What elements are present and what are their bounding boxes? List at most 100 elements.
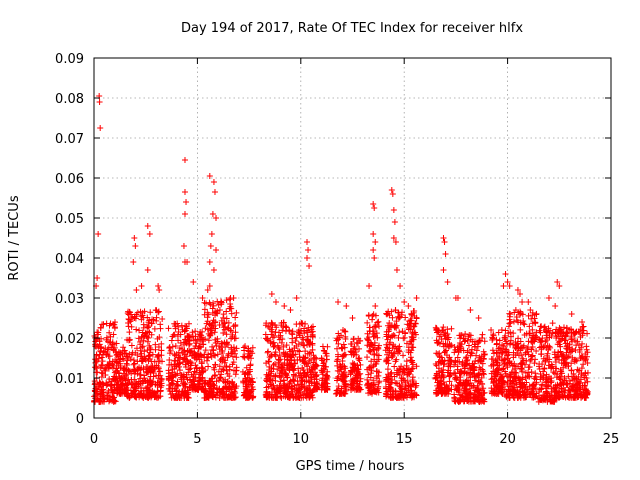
data-point (122, 377, 129, 384)
data-point (178, 392, 185, 399)
data-point (291, 382, 298, 389)
data-point (226, 373, 233, 380)
data-point (91, 364, 98, 371)
data-point (127, 368, 134, 375)
data-point (168, 361, 175, 368)
y-tick-label: 0.02 (55, 332, 84, 347)
data-point (299, 390, 306, 397)
data-point (268, 381, 275, 388)
data-point (264, 378, 271, 385)
data-point (292, 393, 299, 400)
data-point (174, 361, 181, 368)
data-point (313, 376, 320, 383)
data-point (266, 354, 273, 361)
data-point (289, 363, 296, 370)
data-point (293, 321, 300, 328)
data-point (240, 378, 247, 385)
data-point (303, 385, 310, 392)
data-point (166, 385, 173, 392)
data-point (114, 359, 121, 366)
data-point (136, 327, 143, 334)
data-point (274, 342, 281, 349)
data-point (207, 325, 214, 332)
data-point (169, 371, 176, 378)
data-point (140, 324, 147, 331)
data-point (305, 377, 312, 384)
data-point (141, 353, 148, 360)
data-point (105, 389, 112, 396)
data-point (97, 344, 104, 351)
data-point (312, 373, 319, 380)
data-point (274, 366, 281, 373)
data-point (95, 391, 102, 398)
data-point (225, 325, 232, 332)
data-point (182, 391, 189, 398)
data-point (223, 331, 230, 338)
data-point (157, 388, 164, 395)
data-point (129, 314, 136, 321)
data-point (117, 356, 124, 363)
data-point (290, 351, 297, 358)
data-point (292, 338, 299, 345)
data-point (248, 388, 255, 395)
data-point (201, 311, 208, 318)
data-point (169, 385, 176, 392)
data-point (155, 364, 162, 371)
data-point (124, 310, 131, 317)
data-point (193, 340, 200, 347)
data-point (230, 323, 237, 330)
data-point (128, 323, 135, 330)
data-point (152, 341, 159, 348)
data-point (172, 385, 179, 392)
data-point (271, 391, 278, 398)
data-point (214, 298, 221, 305)
data-point (291, 345, 298, 352)
data-point (187, 362, 194, 369)
data-point (295, 341, 302, 348)
data-point (124, 357, 131, 364)
data-point (223, 297, 230, 304)
data-point (220, 330, 227, 337)
data-point (301, 355, 308, 362)
data-point (139, 329, 146, 336)
data-point (140, 387, 147, 394)
data-point (99, 389, 106, 396)
data-point (226, 384, 233, 391)
data-point (156, 393, 163, 400)
data-point (119, 380, 126, 387)
data-point (216, 363, 223, 370)
data-point (268, 353, 275, 360)
x-tick-label: 0 (90, 432, 98, 447)
data-point (214, 389, 221, 396)
data-point (98, 369, 105, 376)
data-point (247, 362, 254, 369)
data-point (141, 375, 148, 382)
data-point (157, 321, 164, 328)
data-point (151, 366, 158, 373)
data-point (218, 368, 225, 375)
data-point (282, 323, 289, 330)
data-point (132, 349, 139, 356)
data-point (284, 384, 291, 391)
data-point (119, 373, 126, 380)
data-point (230, 383, 237, 390)
data-point (135, 380, 142, 387)
data-point (245, 391, 252, 398)
data-point (103, 379, 110, 386)
data-point (140, 337, 147, 344)
data-point (148, 392, 155, 399)
data-point (202, 367, 209, 374)
data-point (224, 354, 231, 361)
data-point (298, 320, 305, 327)
data-point (127, 356, 134, 363)
data-point (131, 384, 138, 391)
data-point (124, 354, 131, 361)
data-point (137, 392, 144, 399)
data-point (133, 326, 140, 333)
data-point (286, 381, 293, 388)
data-point (105, 353, 112, 360)
data-point (157, 378, 164, 385)
data-point (312, 361, 319, 368)
y-tick-label: 0.08 (55, 92, 84, 107)
